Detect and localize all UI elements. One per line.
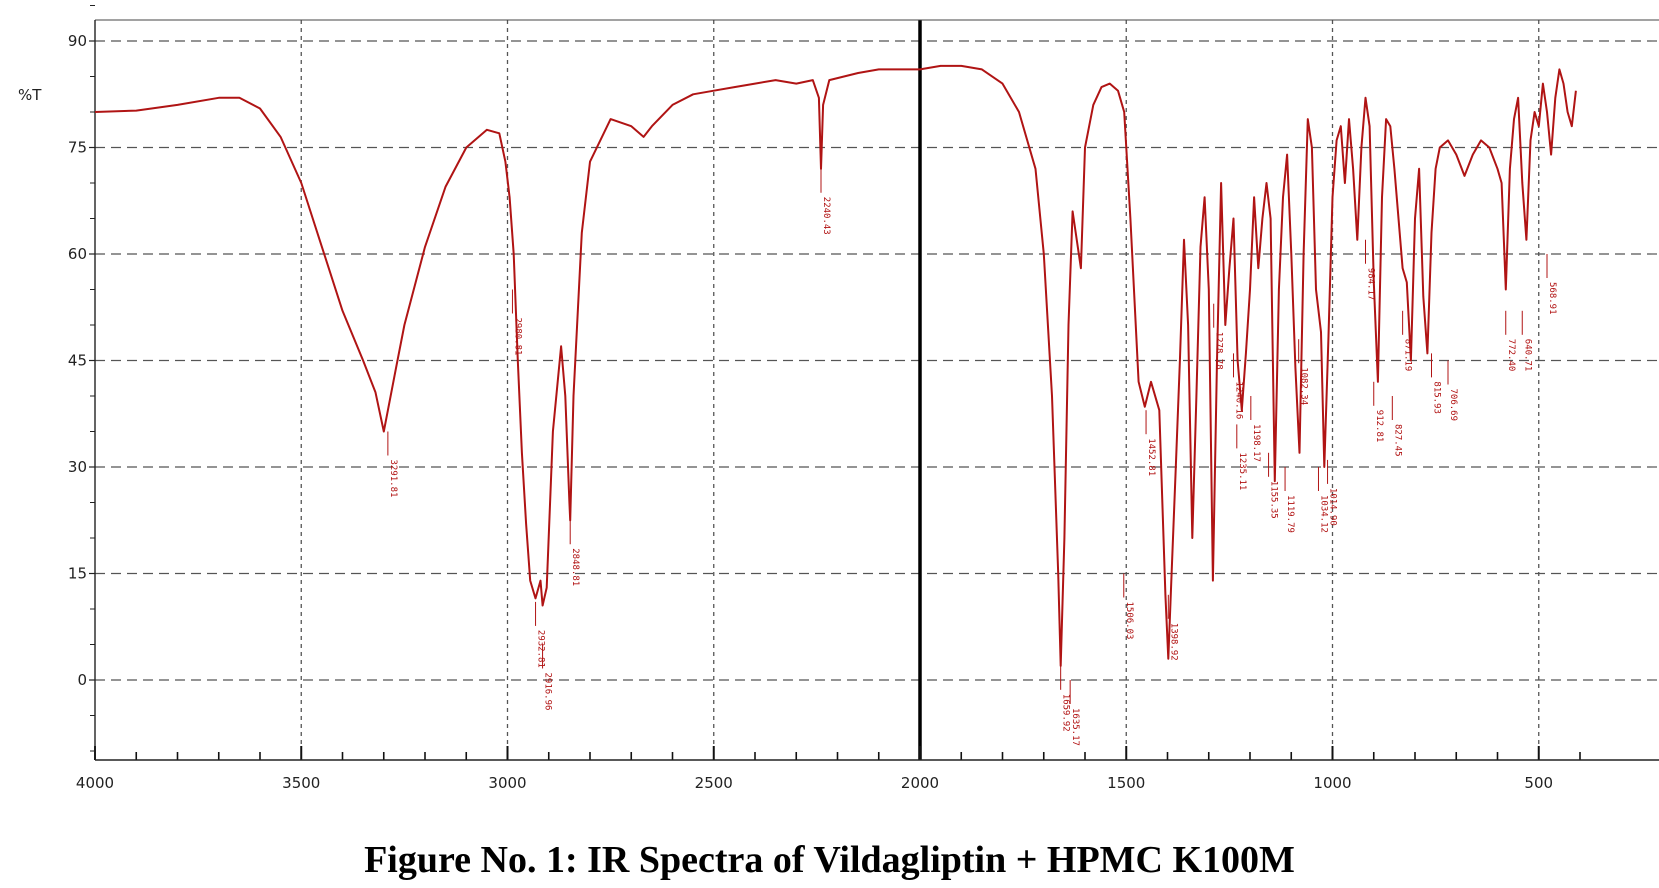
peak-label: 772.40 <box>1506 339 1516 372</box>
x-tick-label: 3000 <box>488 774 526 792</box>
y-tick-label: 90 <box>68 32 87 50</box>
peak-label: 1659.92 <box>1061 694 1071 732</box>
peak-label: 1240.16 <box>1234 381 1244 419</box>
x-tick-label: 3500 <box>282 774 320 792</box>
peak-label: 984.17 <box>1366 268 1376 301</box>
x-tick-label: 2000 <box>901 774 939 792</box>
peak-label: 1034.12 <box>1318 495 1328 533</box>
peak-label: 1155.35 <box>1269 481 1279 519</box>
peak-label: 2980.81 <box>512 318 522 356</box>
peak-label: 640.71 <box>1522 339 1532 372</box>
y-tick-label: 30 <box>68 458 87 476</box>
peak-label: 1398.92 <box>1168 623 1178 661</box>
y-tick-label: 0 <box>77 671 87 689</box>
peak-label: 1506.03 <box>1124 602 1134 640</box>
peak-label: 1082.34 <box>1299 367 1309 405</box>
peak-label: 2848.81 <box>570 548 580 586</box>
peak-label: 912.81 <box>1374 410 1384 443</box>
y-tick-label: 75 <box>68 139 87 157</box>
x-tick-label: 2500 <box>695 774 733 792</box>
spectrum-series <box>94 64 1577 667</box>
y-axis-label: %T <box>18 86 42 104</box>
figure-caption: Figure No. 1: IR Spectra of Vildagliptin… <box>364 839 1295 881</box>
peak-label: 568.91 <box>1547 282 1557 315</box>
grid <box>95 20 1659 760</box>
peak-label: 815.93 <box>1432 381 1442 414</box>
x-tick-label: 4000 <box>76 774 114 792</box>
peak-labels: 3291.81 2980.81 2932.81 2916.96 2848.81 2240.… <box>387 168 1557 746</box>
y-tick-label: 15 <box>68 565 87 583</box>
peak-label: 1635.17 <box>1070 708 1080 746</box>
peak-label: 2932.81 <box>536 630 546 668</box>
peak-label: 1014.90 <box>1328 488 1338 526</box>
peak-label: 1119.79 <box>1285 495 1295 533</box>
y-tick-label: 45 <box>68 352 87 370</box>
axes: 90 75 60 45 30 15 0 4000 3500 3000 2500 2000 1500 100… <box>68 5 1659 792</box>
spectrum-line <box>94 64 1577 667</box>
ir-spectrum-chart: 90 75 60 45 30 15 0 4000 3500 3000 2500 2000 1500 100… <box>18 5 1659 792</box>
peak-label: 1198.17 <box>1251 424 1261 462</box>
peak-label: 3291.81 <box>388 460 398 498</box>
y-tick-label: 60 <box>68 245 87 263</box>
x-tick-label: 1500 <box>1107 774 1145 792</box>
x-tick-label: 1000 <box>1313 774 1351 792</box>
peak-label: 1452.81 <box>1146 438 1156 476</box>
peak-label: 2240.43 <box>821 197 831 235</box>
peak-label: 871.19 <box>1403 339 1413 372</box>
plot-area <box>95 20 1659 760</box>
peak-label: 827.45 <box>1392 424 1402 457</box>
peak-label: 1278.78 <box>1214 332 1224 370</box>
x-tick-label: 500 <box>1524 774 1553 792</box>
peak-label: 706.69 <box>1448 389 1458 422</box>
peak-label: 1235.11 <box>1237 452 1247 490</box>
peak-label: 2916.96 <box>543 673 553 711</box>
